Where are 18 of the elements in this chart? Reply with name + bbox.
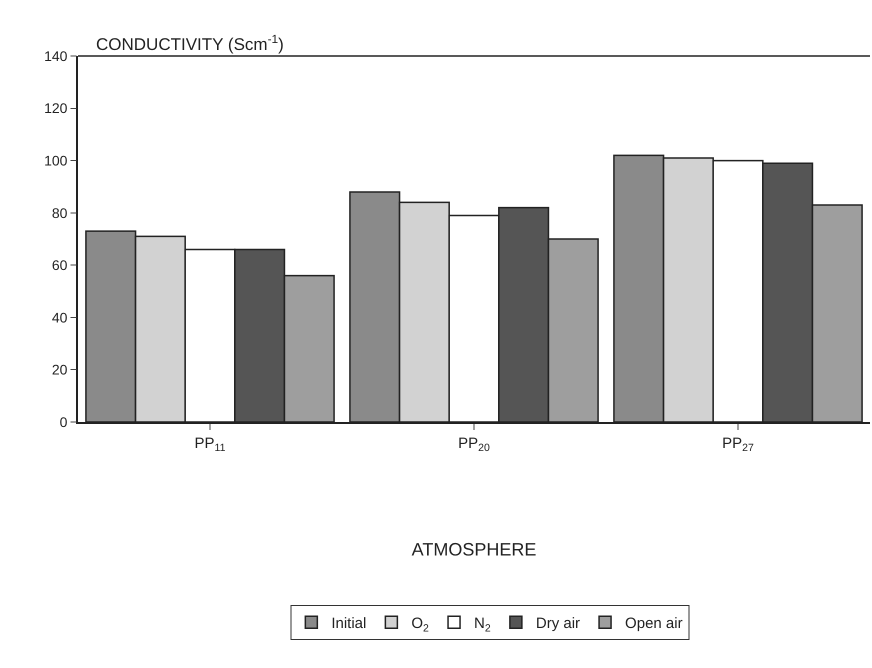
- legend-label: Initial: [331, 615, 366, 632]
- y-tick-label: 20: [52, 362, 68, 378]
- y-axis-title: CONDUCTIVITY (Scm$^{-1}$): [96, 32, 284, 54]
- y-tick-label: 140: [44, 48, 68, 64]
- y-tick-label: 100: [44, 152, 68, 168]
- y-tick-label: 0: [60, 414, 68, 430]
- legend-label: Dry air: [536, 615, 580, 632]
- y-tick-label: 60: [52, 257, 68, 274]
- x-axis-title: ATMOSPHERE: [412, 540, 536, 560]
- y-tick-label: 40: [52, 309, 68, 326]
- legend-label: O$_{2}$: [411, 615, 430, 634]
- legend-label: N$_{2}$: [474, 615, 491, 634]
- x-tick-label: PP$_{27}$: [722, 434, 754, 454]
- x-tick-label: PP$_{20}$: [458, 434, 490, 454]
- y-tick-label: 80: [52, 204, 68, 221]
- y-tick-label: 120: [44, 100, 68, 116]
- legend-label: Open air: [625, 615, 683, 632]
- x-tick-label: PP$_{11}$: [194, 434, 226, 454]
